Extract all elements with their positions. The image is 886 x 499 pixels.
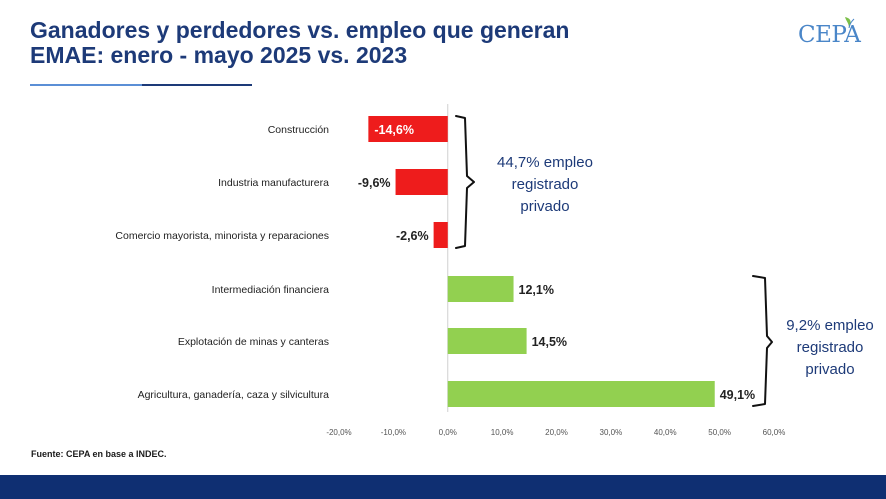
bar (447, 328, 527, 354)
leaf-icon (845, 17, 855, 29)
category-label: Industria manufacturera (218, 177, 329, 189)
annotation-positive-line: 9,2% empleo (786, 317, 874, 334)
x-tick-label: 40,0% (654, 428, 677, 437)
category-label: Agricultura, ganadería, caza y silvicult… (138, 389, 330, 401)
data-label: -14,6% (374, 123, 414, 137)
x-tick-label: 60,0% (763, 428, 786, 437)
bar (447, 381, 715, 407)
bracket-negative (455, 115, 475, 249)
category-label: Comercio mayorista, minorista y reparaci… (115, 230, 329, 242)
annotation-positive-line: registrado (797, 339, 864, 356)
chart-title: Ganadores y perdedores vs. empleo que ge… (30, 18, 670, 68)
data-label: 12,1% (519, 283, 554, 297)
data-label: 49,1% (720, 388, 755, 402)
title-underline-light (30, 84, 142, 86)
data-label: 14,5% (532, 335, 567, 349)
title-underline-dark (142, 84, 252, 86)
annotation-negative-line: registrado (512, 176, 579, 193)
data-label: -9,6% (358, 176, 391, 190)
annotation-positive-line: privado (805, 361, 854, 378)
bar (433, 222, 448, 248)
annotation-negative-line: 44,7% empleo (497, 154, 593, 171)
title-line-1: Ganadores y perdedores vs. empleo que ge… (30, 17, 570, 43)
category-label: Intermediación financiera (212, 284, 329, 296)
bracket-positive (752, 275, 773, 407)
x-tick-label: 50,0% (708, 428, 731, 437)
x-tick-label: 30,0% (600, 428, 623, 437)
source-note: Fuente: CEPA en base a INDEC. (31, 449, 167, 459)
bar (447, 276, 514, 302)
x-tick-label: 0,0% (439, 428, 457, 437)
x-tick-label: -10,0% (381, 428, 406, 437)
data-label: -2,6% (396, 229, 429, 243)
category-label: Explotación de minas y canteras (178, 336, 329, 348)
bar-chart: Construcción -14,6% Industria manufacturer… (115, 104, 874, 437)
annotation-negative-line: privado (520, 198, 569, 215)
x-tick-label: 20,0% (545, 428, 568, 437)
cepa-logo: CEPA (798, 22, 861, 48)
category-label: Construcción (268, 124, 329, 136)
footer-bar (0, 475, 886, 499)
bar (368, 116, 448, 142)
bar (395, 169, 448, 195)
x-tick-label: -20,0% (326, 428, 351, 437)
title-line-2: EMAE: enero - mayo 2025 vs. 2023 (30, 42, 408, 68)
x-tick-label: 10,0% (491, 428, 514, 437)
